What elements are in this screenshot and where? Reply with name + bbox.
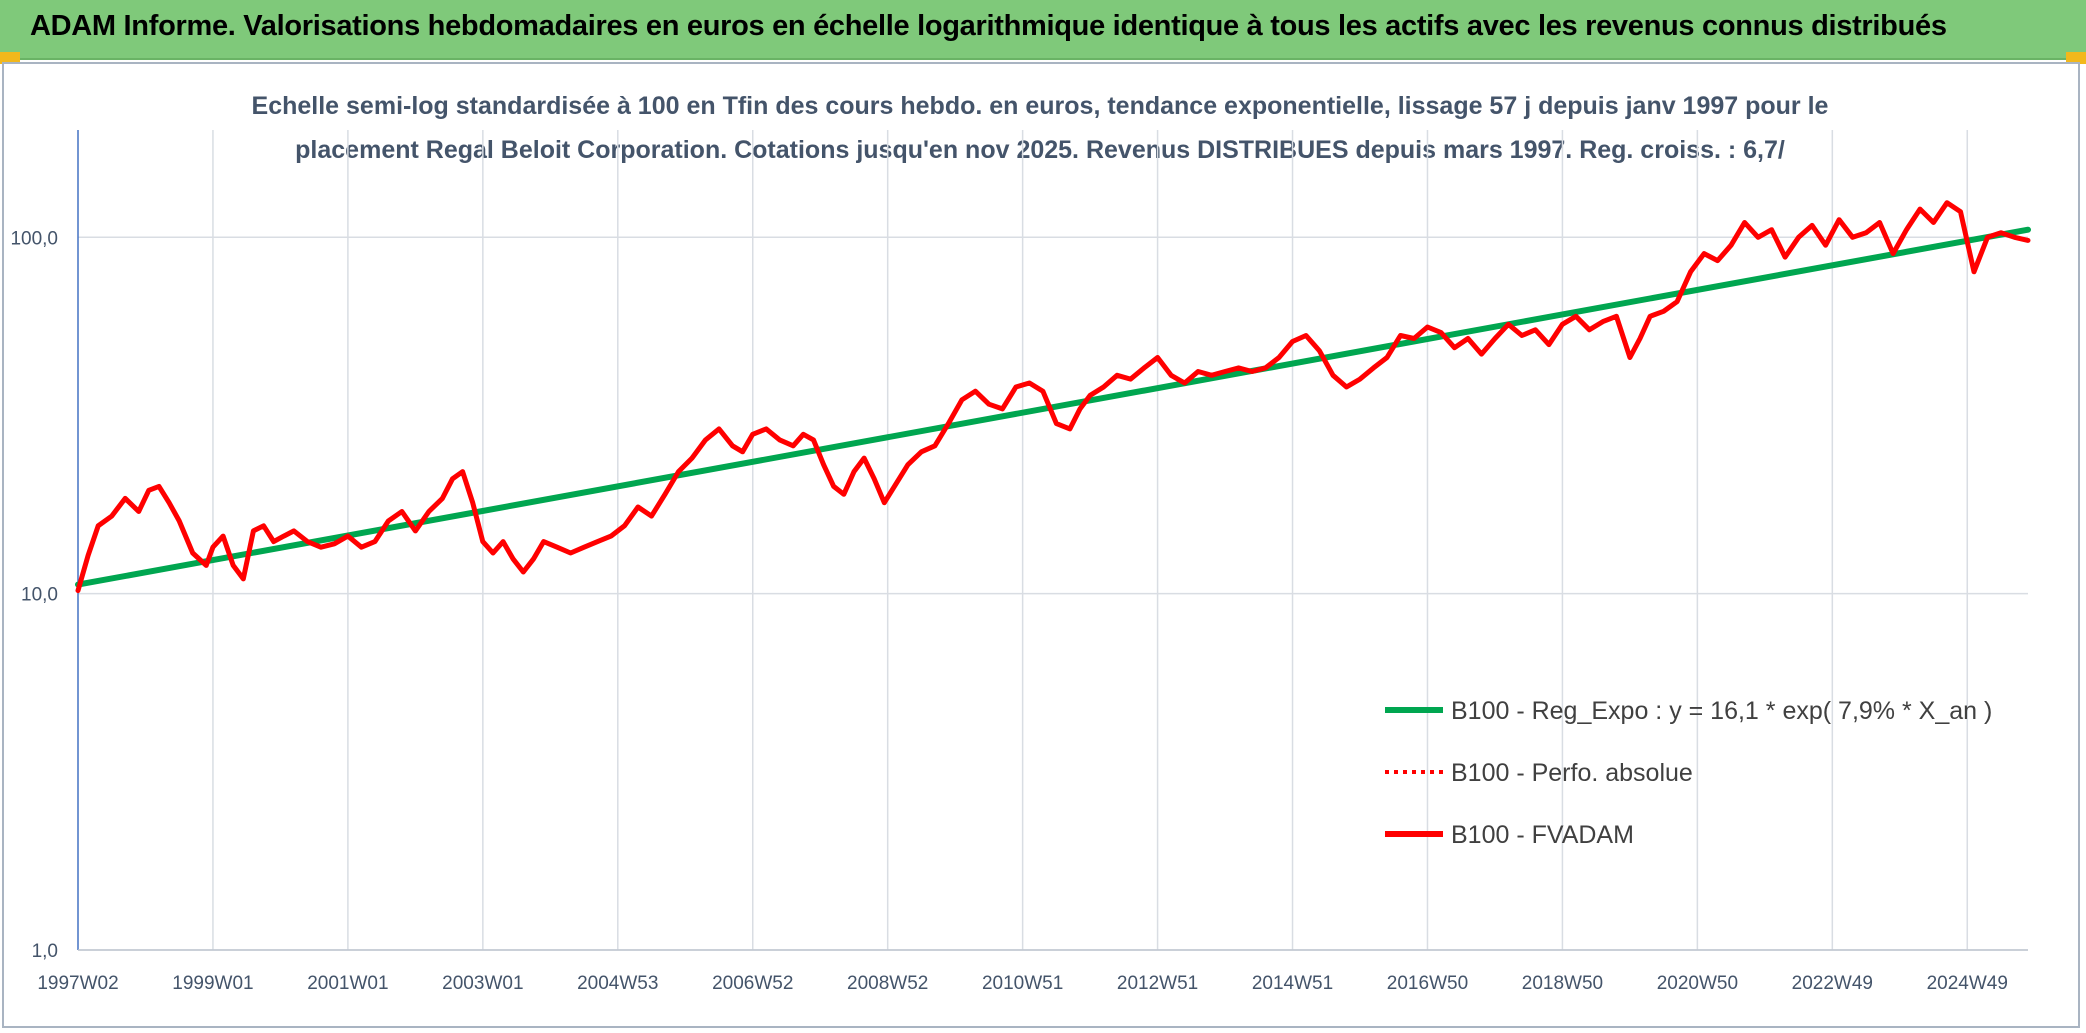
corner-marker-left [0,52,20,64]
grid [78,130,2028,951]
legend-label: B100 - Reg_Expo : y = 16,1 * exp( 7,9% *… [1451,697,1992,725]
x-tick-label: 2001W01 [307,973,388,994]
x-tick-label: 2008W52 [847,973,928,994]
x-tick-label: 1999W01 [172,973,253,994]
x-tick-label: 2014W51 [1252,973,1333,994]
header-banner: ADAM Informe. Valorisations hebdomadaire… [0,0,2086,60]
legend: B100 - Reg_Expo : y = 16,1 * exp( 7,9% *… [1385,697,1992,849]
chart-title-line-2: placement Regal Beloit Corporation. Cota… [295,136,1785,164]
corner-marker-right [2066,52,2086,64]
chart-frame [2,62,2080,1028]
y-tick-label: 10,0 [21,585,58,606]
y-tick-label: 1,0 [32,941,58,962]
chart-title-line-1: Echelle semi-log standardisée à 100 en T… [252,92,1829,120]
x-tick-label: 2004W53 [577,973,658,994]
x-tick-label: 2018W50 [1522,973,1603,994]
x-tick-label: 2022W49 [1792,973,1873,994]
x-tick-label: 2012W51 [1117,973,1198,994]
x-tick-label: 2016W50 [1387,973,1468,994]
x-tick-label: 2003W01 [442,973,523,994]
x-tick-label: 2010W51 [982,973,1063,994]
x-tick-label: 2024W49 [1927,973,2008,994]
plot-area [75,200,2031,594]
page-title: ADAM Informe. Valorisations hebdomadaire… [30,10,1947,42]
legend-label: B100 - Perfo. absolue [1451,759,1693,787]
y-tick-label: 100,0 [10,228,58,249]
axes: 1997W02 1999W01 2001W01 2003W01 2004W53 2006W… [10,130,2028,994]
fvadam-line [75,200,2031,594]
x-tick-label: 2020W50 [1657,973,1738,994]
x-tick-label: 2006W52 [712,973,793,994]
trend-line [75,226,2031,588]
legend-label: B100 - FVADAM [1451,821,1634,849]
x-tick-label: 1997W02 [37,973,118,994]
